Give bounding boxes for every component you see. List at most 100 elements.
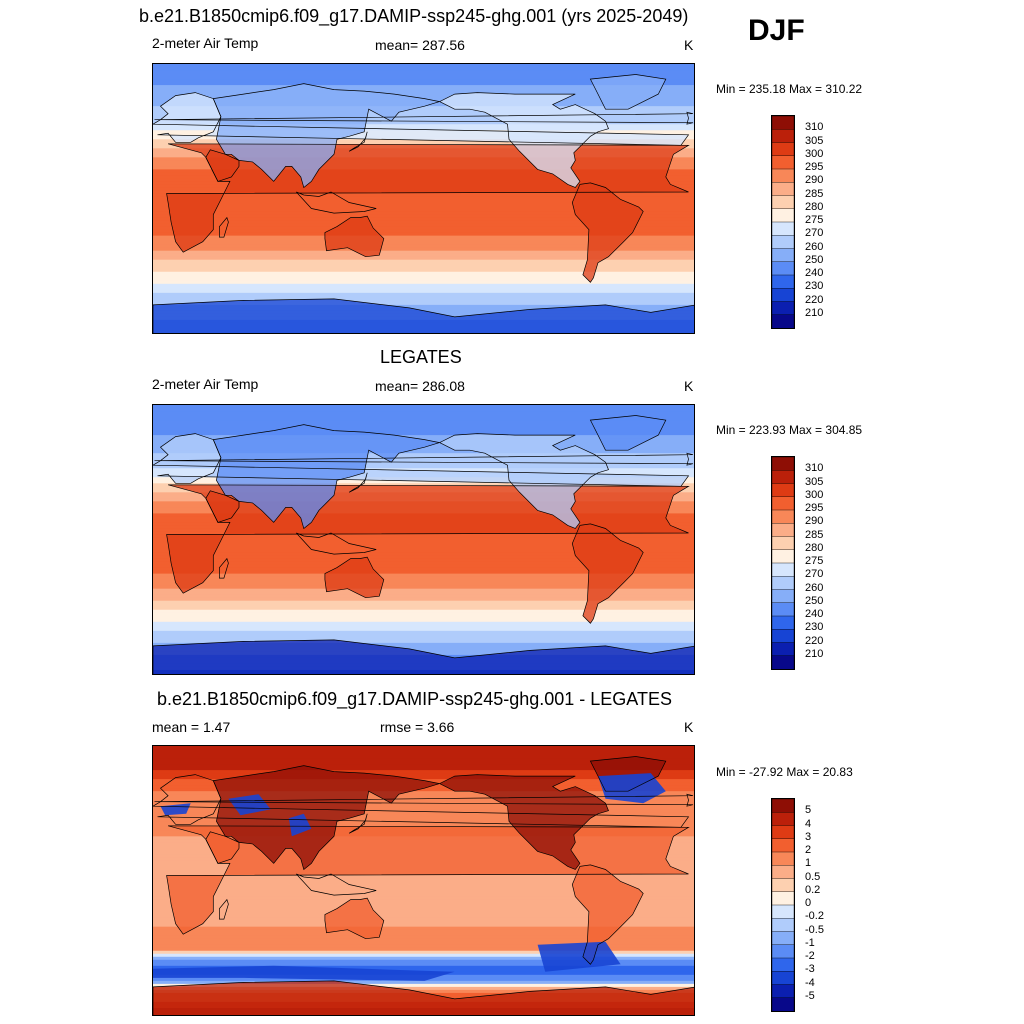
- map-band: [153, 70, 694, 74]
- panel2-left-label: 2-meter Air Temp: [152, 376, 259, 392]
- map-band: [153, 818, 694, 822]
- colorbar-box: [772, 812, 794, 827]
- colorbar-tick-label: 0.2: [805, 883, 821, 896]
- map-band: [153, 286, 694, 291]
- map-band: [153, 76, 694, 80]
- land-fill-asia: [213, 424, 440, 529]
- colorbar-box: [772, 248, 794, 263]
- land-fill-antarctica: [153, 980, 694, 1015]
- colorbar-box: [772, 549, 794, 564]
- coastline-greenland: [589, 74, 667, 110]
- colorbar-box: [772, 116, 794, 130]
- map-band: [153, 408, 694, 412]
- coastline-namerica: [438, 92, 609, 188]
- colorbar-tick-label: 220: [805, 634, 824, 647]
- coastline-namerica: [438, 774, 609, 870]
- colorbar-tick-label: -0.5: [805, 923, 824, 936]
- panel2-colorbar: [771, 456, 795, 670]
- map-band: [153, 283, 694, 288]
- coastline-antarctica: [153, 639, 694, 674]
- map-band: [153, 893, 694, 898]
- map-band: [153, 944, 694, 949]
- colorbar-box: [772, 208, 794, 223]
- colorbar-tick-label: 240: [805, 608, 824, 620]
- panel1-left-label: 2-meter Air Temp: [152, 35, 259, 51]
- colorbar-box: [772, 878, 794, 893]
- map-band: [153, 205, 694, 210]
- colorbar-box: [772, 931, 794, 946]
- map-band: [153, 199, 694, 204]
- map-band: [153, 85, 694, 89]
- map-band: [153, 878, 694, 883]
- land-fill-asia: [213, 83, 440, 188]
- colorbar-box: [772, 944, 794, 959]
- map-band: [153, 929, 694, 934]
- map-band: [153, 746, 694, 750]
- map-band: [153, 432, 694, 436]
- colorbar-box: [772, 971, 794, 986]
- map-band: [153, 648, 694, 653]
- map-band: [153, 292, 694, 297]
- coastline-japan: [348, 813, 368, 834]
- panel2-minmax: Min = 223.93 Max = 304.85: [716, 423, 863, 437]
- map-band: [153, 217, 694, 222]
- map-band: [153, 627, 694, 632]
- map-band: [153, 91, 694, 95]
- map-band: [153, 639, 694, 644]
- colorbar-box: [772, 825, 794, 840]
- map-band: [153, 624, 694, 629]
- map-band: [153, 301, 694, 306]
- map-band: [153, 106, 694, 110]
- coastline-greenland: [589, 756, 667, 792]
- map-band: [153, 280, 694, 285]
- colorbar-tick-label: 230: [805, 621, 824, 634]
- map-band: [153, 983, 694, 988]
- map-band: [153, 238, 694, 243]
- land-fill-greenland: [590, 415, 666, 451]
- map-band: [153, 546, 694, 551]
- map-band: [153, 64, 694, 68]
- map-band: [153, 552, 694, 557]
- panel3-map: [152, 745, 695, 1016]
- panel1-title: b.e21.B1850cmip6.f09_g17.DAMIP-ssp245-gh…: [139, 6, 689, 26]
- map-band: [153, 773, 694, 777]
- colorbar-tick-label: -2: [805, 950, 815, 962]
- map-band: [153, 606, 694, 611]
- colorbar-tick-label: 290: [805, 515, 824, 528]
- map-band: [153, 414, 694, 418]
- map-band: [153, 809, 694, 813]
- map-band: [153, 405, 694, 409]
- map-band: [153, 459, 694, 463]
- colorbar-tick-label: 310: [805, 462, 824, 475]
- coastline-asia: [212, 765, 440, 871]
- map-band: [153, 139, 694, 143]
- map-band: [153, 411, 694, 415]
- panel3-colorbar: [771, 798, 795, 1012]
- map-band: [153, 609, 694, 614]
- map-band: [153, 229, 694, 234]
- map-band: [153, 211, 694, 216]
- map-band: [153, 755, 694, 759]
- map-band: [153, 588, 694, 593]
- panel3-minmax: Min = -27.92 Max = 20.83: [716, 765, 853, 779]
- map-band: [153, 82, 694, 86]
- colorbar-box: [772, 155, 794, 170]
- map-band: [153, 208, 694, 213]
- colorbar-box: [772, 642, 794, 657]
- map-band: [153, 244, 694, 249]
- map-band: [153, 914, 694, 919]
- map-band: [153, 426, 694, 430]
- colorbar-tick-label: 275: [805, 555, 824, 567]
- colorbar-box: [772, 589, 794, 604]
- coastline-uk: [154, 793, 694, 807]
- land-fill-antarctica: [153, 298, 694, 333]
- map-band: [153, 268, 694, 273]
- map-band: [153, 764, 694, 768]
- map-band: [153, 585, 694, 590]
- map-band: [153, 902, 694, 907]
- panel1-colorbar-svg: [772, 116, 794, 328]
- colorbar-tick-label: -5: [805, 989, 815, 1002]
- colorbar-box: [772, 602, 794, 617]
- colorbar-tick-label: 295: [805, 502, 824, 514]
- map-band: [153, 274, 694, 279]
